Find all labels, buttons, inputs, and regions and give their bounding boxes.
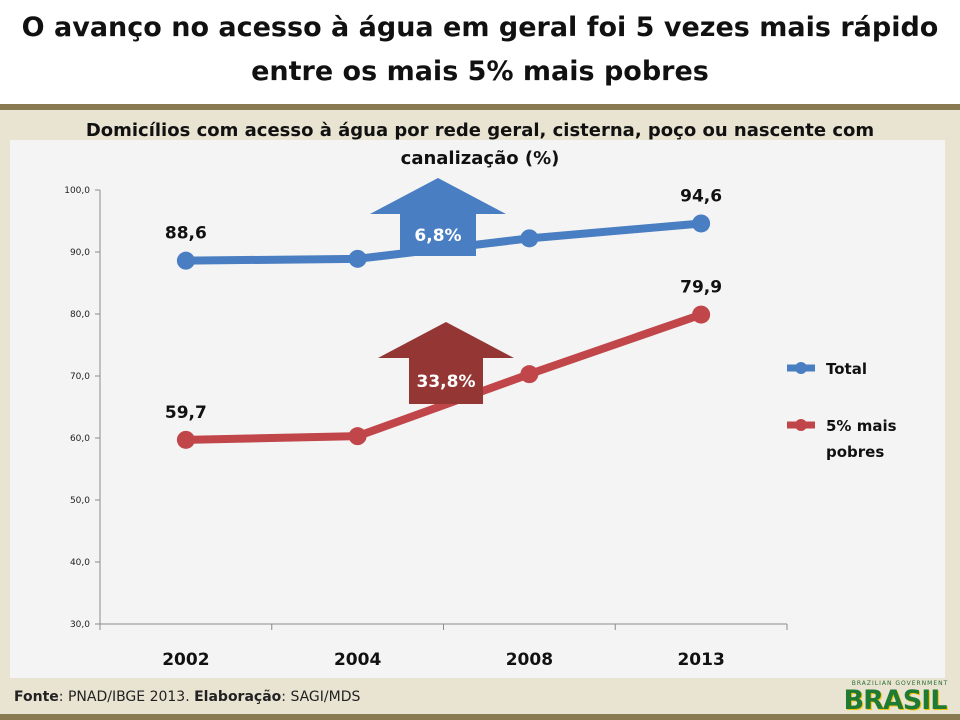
source-label: Fonte [14,689,59,705]
data-point [176,430,195,449]
chart-panel [10,140,945,678]
x-tick-label: 2008 [506,650,553,670]
series-line-1 [185,310,703,444]
y-tick-label: 50,0 [70,496,90,506]
data-point [520,365,539,384]
elaboration-label: Elaboração [194,689,282,705]
data-label: 79,9 [680,278,722,298]
source-text: : PNAD/IBGE 2013. [58,689,195,705]
growth-arrow-poorest [378,322,514,404]
data-point [692,305,711,324]
x-tick-label: 2013 [677,650,724,670]
x-tick-label: 2004 [334,650,381,670]
legend-label: 5% mais [826,417,897,435]
y-tick-label: 30,0 [70,620,90,630]
legend-swatch-marker [795,362,807,374]
logo-subtitle: BRAZILIAN GOVERNMENT [851,680,949,687]
data-point [348,249,367,268]
slide-header [0,0,960,104]
elaboration-text: : SAGI/MDS [281,689,361,705]
source-note: Fonte: PNAD/IBGE 2013. Elaboração: SAGI/… [14,689,360,705]
footer-strip [0,714,960,720]
data-label: 88,6 [165,224,207,244]
growth-arrow-total [370,178,506,256]
growth-arrow-poorest-label: 33,8% [417,372,476,392]
legend-label: pobres [826,443,884,461]
data-point [348,427,367,446]
header-divider [0,104,960,110]
data-point [692,214,711,233]
y-tick-label: 80,0 [70,310,90,320]
data-label: 94,6 [680,186,722,206]
y-tick-label: 90,0 [70,248,90,258]
x-tick-label: 2002 [162,650,209,670]
y-tick-label: 40,0 [70,558,90,568]
data-point [176,251,195,270]
growth-arrow-total-label: 6,8% [414,226,461,246]
data-point [520,229,539,248]
chart-title: Domicílios com acesso à água por rede ge… [85,120,875,169]
slide-title: O avanço no acesso à água em geral foi 5… [21,12,939,87]
brasil-government-logo: BRAZILIAN GOVERNMENT BRASIL [840,680,950,716]
logo-wordmark: BRASIL [843,685,948,716]
y-tick-label: 60,0 [70,434,90,444]
data-label: 59,7 [165,403,207,423]
y-tick-label: 70,0 [70,372,90,382]
legend-label: Total [826,360,867,378]
y-tick-label: 100,0 [64,186,90,196]
legend-swatch-marker [795,419,807,431]
